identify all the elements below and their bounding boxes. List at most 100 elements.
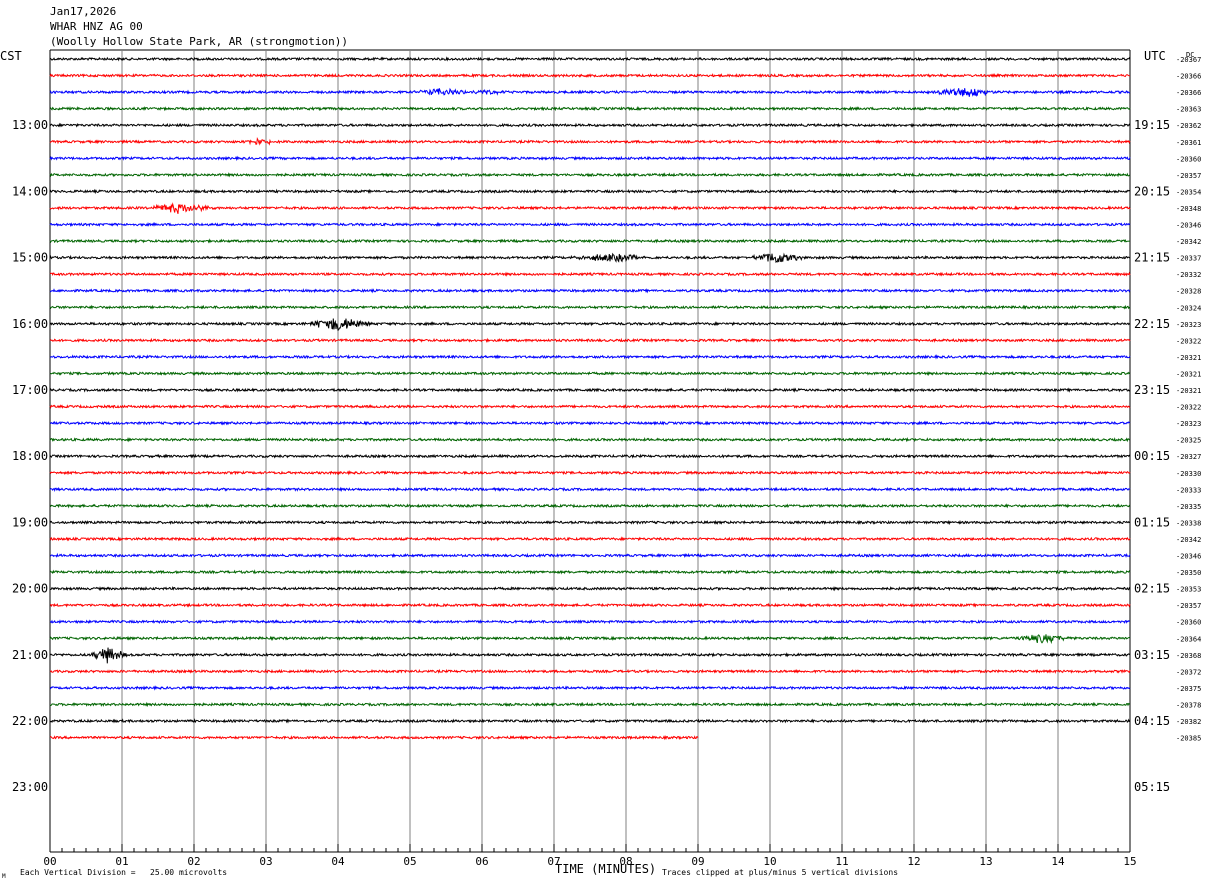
seismic-trace (49, 647, 1131, 664)
right-hour-label: 21:15 (1134, 251, 1170, 265)
dc-offset-label: -20328 (1176, 288, 1201, 296)
left-hour-label: 14:00 (12, 184, 48, 198)
x-tick-label: 07 (547, 855, 560, 868)
traces (49, 56, 1131, 741)
dc-offset-label: -20335 (1176, 503, 1201, 511)
seismic-trace (49, 403, 1131, 410)
header-date: Jan17,2026 (50, 5, 117, 18)
dc-offset-label: -20382 (1176, 718, 1201, 726)
left-hour-label: 13:00 (12, 118, 48, 132)
x-tick-label: 00 (43, 855, 56, 868)
seismic-trace (49, 188, 1131, 195)
seismic-trace (49, 221, 1131, 228)
left-hour-label: 22:00 (12, 714, 48, 728)
x-tick-label: 02 (187, 855, 200, 868)
seismic-trace (49, 288, 1131, 294)
seismic-trace (49, 87, 1131, 97)
seismic-trace (49, 72, 1131, 79)
dc-offset-label: -20342 (1176, 536, 1201, 544)
dc-offset-label: -20385 (1176, 735, 1201, 743)
x-tick-label: 15 (1123, 855, 1136, 868)
right-hour-label: 04:15 (1134, 714, 1170, 728)
dc-offset-label: -20357 (1176, 172, 1201, 180)
dc-offset-label: -20330 (1176, 470, 1201, 478)
dc-offset-label: -20337 (1176, 255, 1201, 263)
seismic-trace (49, 271, 1131, 277)
dc-offset-label: -20324 (1176, 304, 1201, 312)
dc-offset-label: -20360 (1176, 155, 1201, 163)
x-tick-label: 08 (619, 855, 632, 868)
dc-offset-label: -20323 (1176, 321, 1201, 329)
seismic-trace (49, 172, 1131, 178)
x-tick-label: 11 (835, 855, 848, 868)
seismic-trace (49, 387, 1131, 393)
seismic-trace (49, 552, 1131, 559)
right-hour-label: 03:15 (1134, 648, 1170, 662)
seismic-trace (49, 370, 1131, 377)
seismic-trace (49, 318, 1130, 331)
dc-offset-label: -20366 (1176, 73, 1201, 81)
x-tick-label: 09 (691, 855, 704, 868)
dc-offset-label: -20321 (1176, 370, 1201, 378)
seismic-trace (49, 602, 1131, 608)
dc-offset-label: -20362 (1176, 122, 1201, 130)
right-zone-label: UTC (1144, 49, 1166, 63)
seismic-trace (49, 122, 1131, 128)
dc-offset-label: -20321 (1176, 354, 1201, 362)
dc-offset-label: -20342 (1176, 238, 1201, 246)
dc-offset-label: -20325 (1176, 437, 1201, 445)
seismic-trace (49, 354, 1131, 360)
left-hour-label: 23:00 (12, 780, 48, 794)
right-hour-label: 23:15 (1134, 383, 1170, 397)
seismic-trace (49, 619, 1131, 625)
dc-offset-label: -20323 (1176, 420, 1201, 428)
seismic-trace (49, 519, 1131, 526)
dc-offset-label: -20321 (1176, 387, 1201, 395)
dc-offset-label: -20333 (1176, 486, 1201, 494)
scale-note: Each Vertical Division = 25.00 microvolt… (20, 868, 227, 877)
right-hour-label: 22:15 (1134, 317, 1170, 331)
dc-offset-label: -20350 (1176, 569, 1201, 577)
x-tick-label: 13 (979, 855, 992, 868)
right-hour-label: 02:15 (1134, 582, 1170, 596)
seismic-trace (49, 734, 699, 741)
seismic-trace (49, 718, 1131, 724)
x-tick-label: 06 (475, 855, 488, 868)
dc-offset-label: -20346 (1176, 553, 1201, 561)
header-location: (Woolly Hollow State Park, AR (strongmot… (50, 35, 349, 48)
dc-offset-label: -20327 (1176, 453, 1201, 461)
seismic-trace (49, 337, 1131, 343)
corner-mark: M (2, 873, 6, 880)
seismic-trace (49, 252, 1131, 264)
dc-offset-label: -20322 (1176, 337, 1201, 345)
seismic-trace (49, 536, 1131, 542)
dc-offset-label: -20348 (1176, 205, 1201, 213)
x-axis-title: TIME (MINUTES) (555, 862, 656, 876)
dc-offset-label: -20361 (1176, 139, 1201, 147)
dc-offset-label: -20353 (1176, 586, 1201, 594)
dc-offset-label: -20368 (1176, 652, 1201, 660)
dc-offset-label: -20332 (1176, 271, 1201, 279)
dc-offset-label: -20354 (1176, 188, 1201, 196)
header-station: WHAR HNZ AG 00 (50, 20, 143, 33)
seismic-trace (49, 668, 1131, 674)
left-hour-label: 17:00 (12, 383, 48, 397)
seismic-trace (49, 585, 1131, 592)
dc-offset-label: -20375 (1176, 685, 1201, 693)
left-hour-label: 15:00 (12, 251, 48, 265)
dc-offset-label: -20322 (1176, 404, 1201, 412)
labels: 00 01 02 03 04 05 06 07 08 09 10 11 12 13 14 15 -20367 -2… (12, 56, 1201, 868)
seismic-trace (49, 436, 1130, 443)
x-tick-label: 12 (907, 855, 920, 868)
seismic-trace (50, 105, 1131, 112)
dc-offset-label: -20357 (1176, 602, 1201, 610)
dc-offset-label: -20366 (1176, 89, 1201, 97)
x-tick-label: 04 (331, 855, 345, 868)
x-tick-label: 14 (1051, 855, 1065, 868)
seismic-trace (49, 136, 1131, 146)
dc-offset-label: -20378 (1176, 701, 1201, 709)
dc-offset-label: -20338 (1176, 519, 1201, 527)
left-zone-label: CST (0, 49, 22, 63)
seismic-trace (49, 634, 1131, 645)
